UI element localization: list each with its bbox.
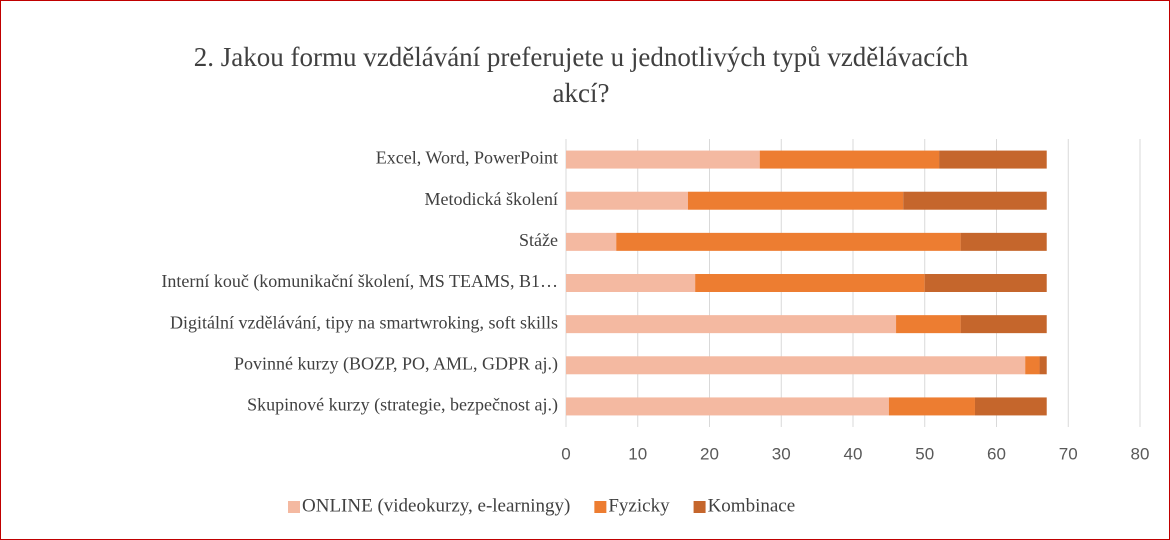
bar-segment — [960, 232, 1047, 251]
legend-label: Fyzicky — [608, 495, 670, 516]
chart-title: 2. Jakou formu vzdělávání preferujete u … — [193, 42, 969, 108]
bar-segment — [616, 232, 961, 251]
bar-segment — [896, 315, 961, 334]
x-tick-label: 0 — [561, 444, 570, 463]
bar-segment — [566, 150, 760, 169]
bar-segment — [687, 191, 904, 210]
bar-segment — [903, 191, 1047, 210]
bar-segment — [566, 274, 696, 292]
y-tick-label: Skupinové kurzy (strategie, bezpečnost a… — [247, 395, 558, 416]
y-tick-label: Stáže — [519, 230, 558, 250]
bar-segment — [924, 274, 1047, 292]
x-tick-label: 30 — [772, 444, 791, 463]
x-tick-label: 40 — [844, 444, 863, 463]
x-tick-label: 60 — [987, 444, 1006, 463]
bar-segment — [1039, 356, 1047, 375]
legend-label: ONLINE (videokurzy, e-learningy) — [302, 495, 570, 516]
bar-segment — [960, 315, 1047, 334]
x-tick-label: 20 — [700, 444, 719, 463]
bar-segment — [939, 150, 1047, 169]
x-tick-label: 80 — [1131, 444, 1150, 463]
bar-segment — [566, 315, 897, 334]
bar-segment — [566, 232, 617, 251]
y-tick-label: Excel, Word, PowerPoint — [376, 148, 558, 168]
bar-segment — [695, 274, 925, 292]
y-tick-label: Povinné kurzy (BOZP, PO, AML, GDPR aj.) — [234, 353, 558, 374]
legend-swatch — [594, 501, 607, 513]
bar-segment — [566, 356, 1026, 375]
x-tick-label: 50 — [915, 444, 934, 463]
x-tick-label: 70 — [1059, 444, 1078, 463]
bar-segment — [566, 191, 688, 210]
bar-segment — [974, 397, 1047, 416]
legend-swatch — [288, 501, 300, 513]
bar-segment — [1025, 356, 1040, 375]
x-tick-label: 10 — [628, 444, 647, 463]
bar-segment — [566, 397, 889, 416]
y-tick-label: Digitální vzdělávání, tipy na smartwroki… — [170, 312, 558, 332]
bar-segment — [888, 397, 975, 416]
bar-segment — [759, 150, 940, 169]
y-tick-label: Interní kouč (komunikační školení, MS TE… — [161, 271, 558, 292]
legend-swatch — [693, 501, 706, 513]
legend-label: Kombinace — [708, 495, 796, 516]
y-tick-label: Metodická školení — [425, 189, 558, 209]
